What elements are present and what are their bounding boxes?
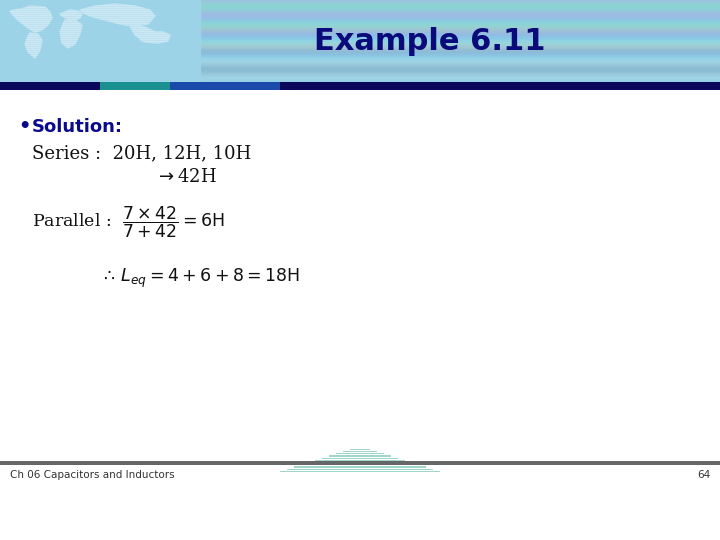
Polygon shape (130, 26, 155, 40)
Text: •: • (18, 118, 30, 137)
Polygon shape (140, 32, 170, 43)
Text: Ch 06 Capacitors and Inductors: Ch 06 Capacitors and Inductors (10, 470, 175, 480)
Text: Series :  20H, 12H, 10H: Series : 20H, 12H, 10H (32, 144, 251, 162)
Text: 64: 64 (697, 470, 710, 480)
Polygon shape (60, 20, 82, 48)
Bar (0, 0, 200, 82)
Polygon shape (80, 4, 155, 26)
Polygon shape (60, 10, 82, 20)
Text: Parallel :  $\dfrac{7\times 42}{7+42} = 6\mathrm{H}$: Parallel : $\dfrac{7\times 42}{7+42} = 6… (32, 204, 225, 240)
Polygon shape (25, 33, 42, 58)
Text: $\rightarrow$42H: $\rightarrow$42H (155, 168, 217, 186)
Text: Example 6.11: Example 6.11 (314, 26, 546, 56)
Polygon shape (10, 6, 52, 32)
Text: Solution:: Solution: (32, 118, 123, 136)
Text: $\therefore\, L_{eq} = 4 + 6 + 8 = 18\mathrm{H}$: $\therefore\, L_{eq} = 4 + 6 + 8 = 18\ma… (100, 266, 300, 289)
